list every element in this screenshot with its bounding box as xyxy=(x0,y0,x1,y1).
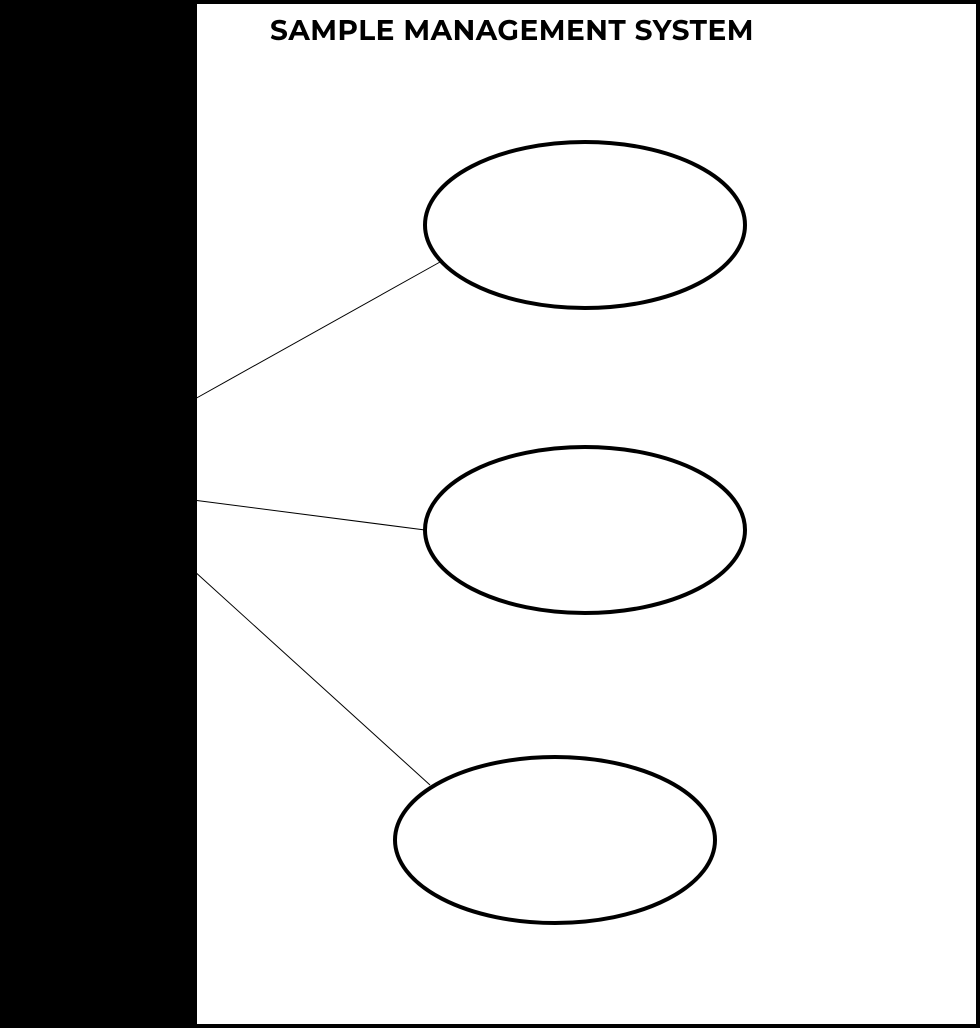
connector-3 xyxy=(193,570,430,785)
diagram-title: SAMPLE MANAGEMENT SYSTEM xyxy=(270,14,754,48)
connector-1 xyxy=(193,262,440,400)
use-case-3 xyxy=(395,757,715,923)
left-panel xyxy=(0,0,193,1028)
use-case-1 xyxy=(425,142,745,308)
connector-2 xyxy=(193,500,425,530)
diagram-canvas xyxy=(0,0,980,1028)
use-case-2 xyxy=(425,447,745,613)
